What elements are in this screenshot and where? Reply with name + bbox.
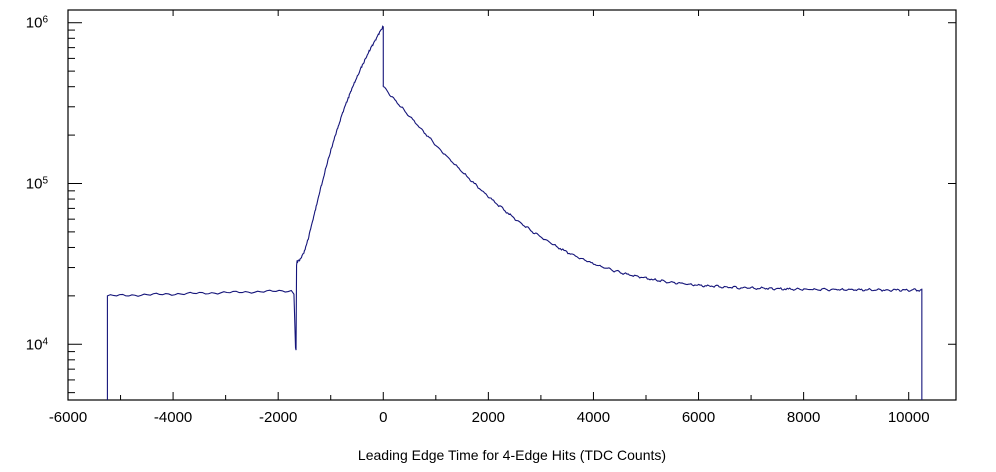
svg-text:105: 105: [26, 175, 49, 193]
histogram-plot: -6000 -4000 -2000 0 2000 4000 6000 8000 10000 10…: [0, 0, 996, 472]
x-tick-label: 0: [379, 409, 387, 426]
y-tick-label: 105: [26, 175, 49, 193]
chart-container: -6000 -4000 -2000 0 2000 4000 6000 8000 10000 10…: [0, 0, 996, 472]
y-axis-ticks: 104 105 106: [26, 14, 956, 353]
x-tick-label: 6000: [682, 409, 715, 426]
svg-text:104: 104: [26, 336, 49, 354]
y-axis-minor-ticks: [68, 30, 75, 393]
plot-frame: [68, 10, 956, 400]
x-tick-label: -6000: [49, 409, 87, 426]
x-tick-label: 4000: [577, 409, 610, 426]
x-axis-title: Leading Edge Time for 4-Edge Hits (TDC C…: [358, 447, 666, 463]
x-tick-label: -2000: [259, 409, 297, 426]
x-axis-ticks: -6000 -4000 -2000 0 2000 4000 6000 8000 10000: [49, 10, 930, 426]
y-tick-label: 104: [26, 336, 49, 354]
y-tick-label: 106: [26, 14, 49, 32]
x-tick-label: 10000: [888, 409, 930, 426]
x-tick-label: -4000: [154, 409, 192, 426]
svg-text:106: 106: [26, 14, 49, 32]
x-tick-label: 2000: [472, 409, 505, 426]
histogram-line: [107, 26, 921, 400]
x-tick-label: 8000: [787, 409, 820, 426]
